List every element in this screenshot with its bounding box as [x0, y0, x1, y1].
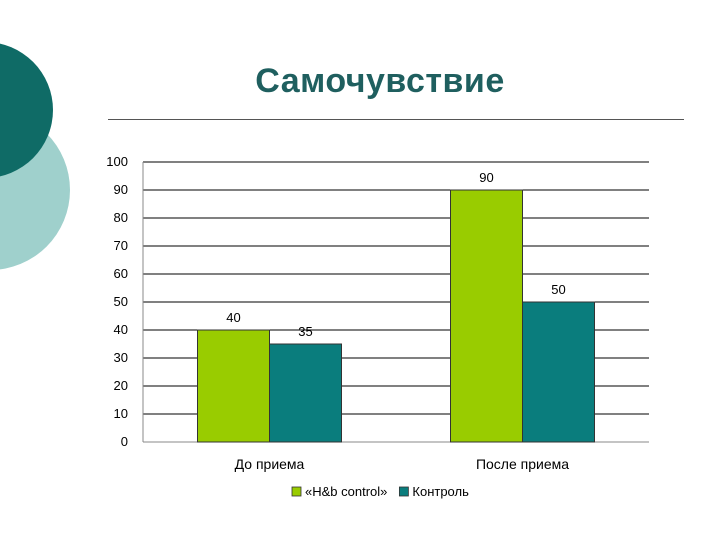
y-tick-label: 100 — [106, 154, 128, 169]
decor-circle-dark — [0, 43, 53, 177]
legend-label: Контроль — [412, 484, 469, 499]
data-label: 40 — [226, 310, 240, 325]
y-tick-label: 50 — [114, 294, 128, 309]
y-tick-label: 20 — [114, 378, 128, 393]
y-tick-label: 30 — [114, 350, 128, 365]
x-tick-label: После приема — [476, 456, 569, 472]
bar — [197, 329, 270, 443]
bar — [269, 343, 342, 443]
y-tick-label: 40 — [114, 322, 128, 337]
title-divider — [108, 119, 684, 120]
y-tick-label: 10 — [114, 406, 128, 421]
x-tick-label: До приема — [235, 456, 305, 472]
slide-title: Самочувствие — [255, 62, 505, 100]
bar — [522, 301, 595, 443]
legend-label: «H&b control» — [305, 484, 387, 499]
data-label: 35 — [298, 324, 312, 339]
y-tick-label: 90 — [114, 182, 128, 197]
bar — [450, 189, 523, 443]
y-tick-label: 70 — [114, 238, 128, 253]
data-label: 90 — [479, 170, 493, 185]
legend-swatch — [398, 486, 409, 497]
y-tick-label: 60 — [114, 266, 128, 281]
legend-swatch — [291, 486, 302, 497]
y-tick-label: 80 — [114, 210, 128, 225]
y-tick-label: 0 — [121, 434, 128, 449]
data-label: 50 — [551, 282, 565, 297]
